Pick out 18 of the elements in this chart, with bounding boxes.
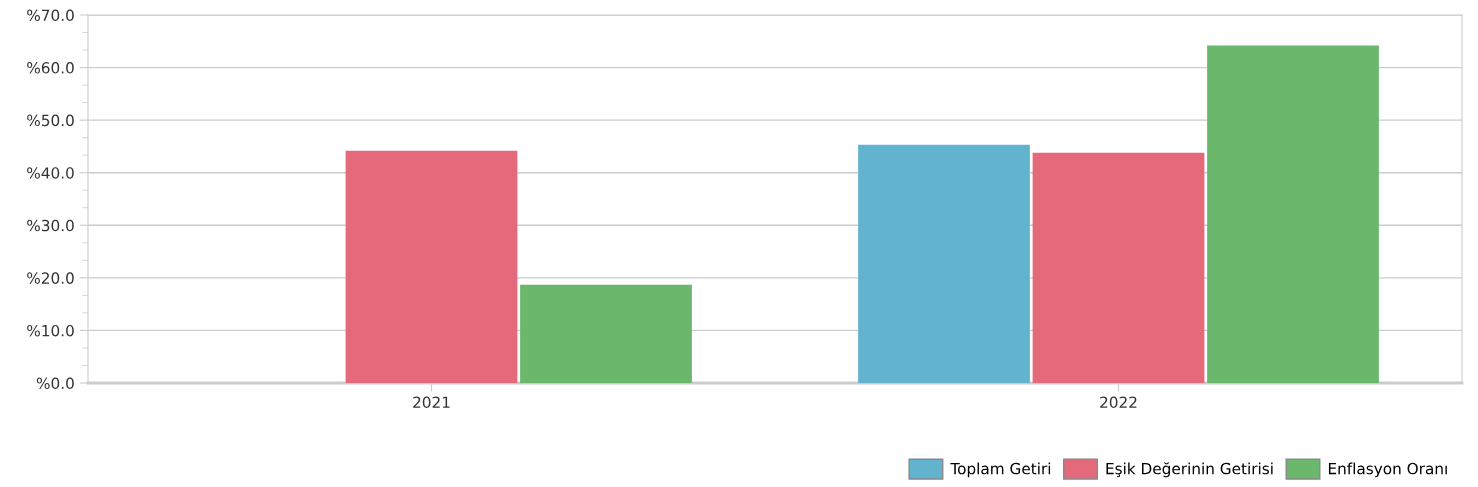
y-tick-label: %50.0 — [27, 114, 74, 127]
legend-label: Toplam Getiri — [950, 462, 1051, 478]
legend-label: Eşik Değerinin Getirisi — [1106, 462, 1273, 478]
x-tick-label: 2022 — [1100, 396, 1137, 409]
bar — [520, 284, 692, 383]
bar — [1032, 152, 1205, 383]
y-tick-label: %20.0 — [27, 272, 74, 284]
bar — [345, 150, 518, 383]
y-tick-label: %30.0 — [27, 219, 74, 232]
legend-label: Enflasyon Oranı — [1328, 462, 1447, 478]
y-tick-label: %60.0 — [27, 62, 74, 74]
y-tick-label: %10.0 — [27, 324, 74, 337]
y-tick-label: %40.0 — [27, 167, 74, 179]
bar — [1207, 45, 1379, 383]
y-tick-label: %0.0 — [36, 377, 74, 390]
x-tick-label: 2021 — [413, 396, 450, 409]
y-tick-label: %70.0 — [27, 9, 74, 22]
bar — [858, 144, 1030, 383]
